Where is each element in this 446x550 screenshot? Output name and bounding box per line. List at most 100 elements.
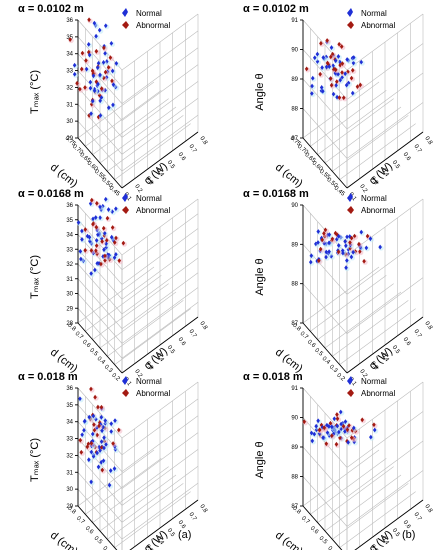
z-tick-label: 34	[66, 233, 73, 239]
y-axis-line	[346, 131, 424, 189]
grid-line	[302, 440, 424, 498]
grid-line	[302, 131, 424, 189]
grid-line	[339, 491, 416, 548]
grid-line	[92, 466, 169, 523]
scatter-point-normal	[82, 427, 86, 433]
scatter-point-abnormal	[89, 386, 93, 392]
y-tick-label: 0.6	[177, 152, 187, 163]
grid-line	[114, 491, 191, 548]
scatter-point-normal	[339, 421, 343, 427]
scatter-point-abnormal	[335, 412, 339, 417]
legend-label-abnormal: Abnormal	[361, 21, 395, 30]
scatter-point-abnormal	[87, 17, 91, 23]
z-tick-label: 88	[291, 282, 298, 288]
scatter-point-normal	[109, 40, 114, 46]
grid-line	[77, 81, 155, 139]
grid-line	[92, 283, 169, 340]
grid-line	[302, 81, 380, 139]
grid-line	[332, 300, 409, 357]
legend-label-abnormal: Abnormal	[136, 21, 170, 30]
y-axis-title: q (W)	[367, 160, 395, 187]
scatter-point-abnormal	[95, 200, 99, 206]
z-tick-label: 89	[291, 77, 298, 83]
x-tick-label: 0.8	[66, 506, 77, 516]
scatter-point-normal	[99, 439, 104, 445]
scatter-point-normal	[316, 418, 320, 424]
scatter-point-abnormal	[341, 95, 346, 101]
scatter-point-abnormal	[325, 38, 329, 43]
z-axis-title: Angle θ	[254, 441, 266, 478]
scatter-point-normal	[90, 431, 95, 437]
legend-label-normal: Normal	[361, 194, 387, 203]
z-tick-label: 33	[66, 437, 73, 443]
z-tick-label: 36	[66, 18, 73, 24]
y-tick-label: 0.8	[198, 504, 208, 515]
z-tick-label: 33	[66, 69, 73, 75]
scatter-point-normal	[310, 438, 315, 444]
legend-label-normal: Normal	[136, 377, 162, 386]
x-axis-line	[302, 137, 348, 189]
x-tick-label: 0.45	[108, 185, 121, 198]
scatter-point-normal	[101, 458, 106, 464]
grid-line	[339, 123, 416, 180]
z-tick-label: 34	[66, 420, 73, 426]
scatter-point-normal	[324, 254, 328, 260]
scatter-point-normal	[321, 435, 325, 441]
scatter-point-normal	[87, 457, 91, 463]
grid-line	[317, 283, 394, 340]
scatter-point-normal	[343, 419, 348, 425]
scatter-point-normal	[372, 427, 377, 433]
scatter-point-abnormal	[97, 423, 101, 429]
y-tick-label: 0.1	[347, 377, 357, 388]
grid-line	[99, 474, 177, 532]
scatter-point-abnormal	[302, 419, 307, 425]
grid-line	[302, 277, 424, 335]
x-tick-label: 0.4	[321, 356, 332, 366]
z-tick-label: 90	[291, 416, 298, 422]
z-tick-label: 87	[291, 321, 298, 327]
scatter-point-normal	[378, 244, 382, 250]
scatter-point-abnormal	[102, 45, 106, 51]
scatter-point-abnormal	[336, 249, 341, 255]
scatter-point-abnormal	[96, 404, 100, 410]
x-tick-label: 0.8	[291, 323, 302, 333]
scatter-point-normal	[98, 98, 102, 104]
y-axis-title: q (W)	[142, 528, 170, 550]
scatter-points	[304, 38, 365, 102]
scatter-point-normal	[79, 256, 83, 262]
scatter-point-normal	[99, 414, 104, 420]
z-axis-title: Angle θ	[254, 73, 266, 110]
legend-label-abnormal: Abnormal	[136, 389, 170, 398]
grid-line	[85, 458, 162, 515]
scatter-point-normal	[98, 72, 102, 78]
panels: 29303132333435360.750.700.650.600.550.50…	[18, 3, 433, 550]
scatter-point-normal	[98, 448, 102, 453]
panel-title: α = 0.0168 m	[18, 188, 84, 200]
scatter-point-normal	[319, 85, 324, 90]
scatter-point-abnormal	[101, 225, 106, 231]
y-tick-label: 0.6	[402, 337, 412, 348]
scatter-points	[78, 386, 123, 489]
scatter-point-normal	[99, 459, 104, 465]
z-tick-label: 29	[66, 504, 73, 510]
grid-line	[332, 115, 409, 172]
scatter-point-abnormal	[104, 237, 109, 243]
scatter-point-abnormal	[349, 435, 354, 441]
scatter-points	[308, 227, 384, 272]
y-tick-label: 0.2	[133, 184, 143, 195]
y-axis-line	[129, 499, 199, 550]
x-axis-title: d (cm)	[273, 529, 305, 550]
scatter-point-abnormal	[317, 258, 321, 264]
scatter-point-normal	[86, 41, 91, 47]
column-label-a: (a)	[178, 529, 191, 541]
z-tick-label: 87	[291, 136, 298, 142]
y-axis-line	[346, 316, 424, 374]
scatter-point-normal	[324, 249, 329, 255]
y-tick-label: 0.4	[155, 353, 165, 364]
legend-label-abnormal: Abnormal	[361, 206, 395, 215]
y-tick-label: 0.8	[423, 136, 433, 147]
grid-line	[85, 90, 162, 147]
scatter-point-abnormal	[108, 55, 113, 61]
scatter-point-abnormal	[121, 240, 126, 246]
